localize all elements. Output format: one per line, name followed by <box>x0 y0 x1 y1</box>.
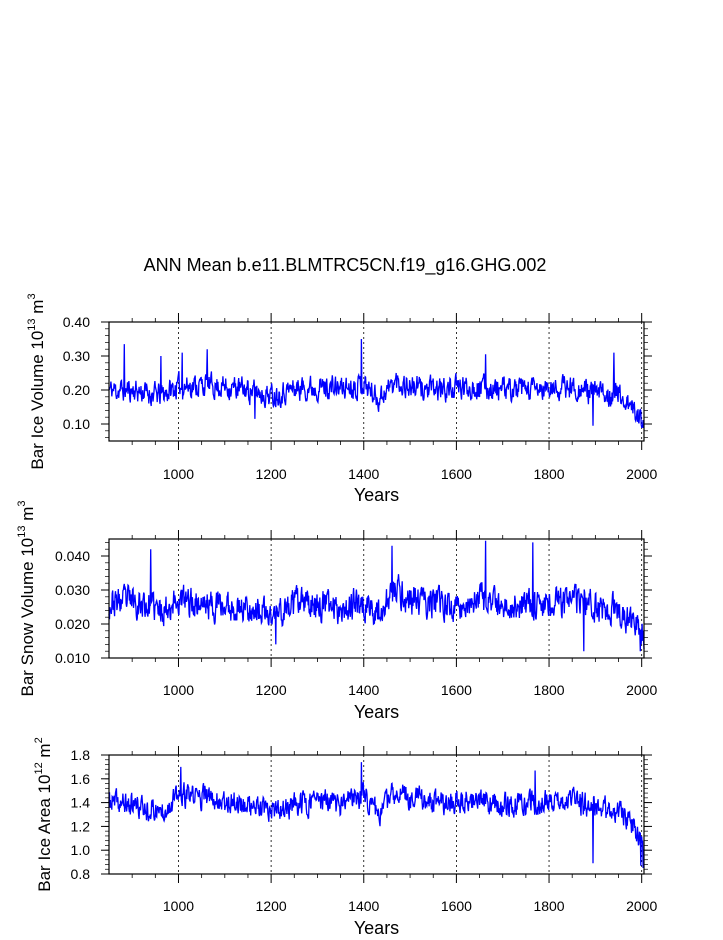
x-tick-labels: 1000 1200 1400 1600 1800 2000 <box>163 466 658 482</box>
x-tick-labels: 1000 1200 1400 1600 1800 2000 <box>163 682 658 698</box>
figure-title: ANN Mean b.e11.BLMTRC5CN.f19_g16.GHG.002 <box>144 255 547 276</box>
y-tick-label: 1.6 <box>71 771 91 787</box>
y-tick-labels: 0.10 0.20 0.30 0.40 <box>63 314 90 432</box>
x-tick-label: 1200 <box>256 466 287 482</box>
y-axis-label-unit: m <box>28 300 47 314</box>
y-tick-label: 0.40 <box>63 314 90 330</box>
x-tick-label: 1200 <box>256 898 287 914</box>
x-tick-label: 1200 <box>256 682 287 698</box>
x-tick-label: 1000 <box>163 466 194 482</box>
x-tick-labels: 1000 1200 1400 1600 1800 2000 <box>163 898 658 914</box>
y-tick-label: 1.4 <box>71 795 91 811</box>
plot-frame <box>108 321 645 442</box>
y-tick-label: 0.030 <box>55 582 90 598</box>
x-tick-label: 2000 <box>626 682 657 698</box>
panel-ice-volume: 1000 1200 1400 1600 1800 2000 0.10 0.20 0.30 0.4… <box>26 293 657 505</box>
series-line-ice-volume <box>108 338 645 429</box>
x-tick-label: 1600 <box>441 466 472 482</box>
y-axis-label-unit-exp: 3 <box>16 500 28 506</box>
series-line-snow-volume <box>108 540 645 652</box>
x-tick-label: 1000 <box>163 898 194 914</box>
y-tick-label: 1.2 <box>71 818 91 834</box>
y-axis-label-text: Bar Snow Volume 10 <box>18 538 37 697</box>
series-line-ice-area <box>108 762 645 869</box>
y-axis-label-unit-exp: 3 <box>26 293 38 299</box>
axis-ticks <box>101 313 652 450</box>
plot-frame <box>108 538 645 659</box>
axis-ticks <box>101 530 652 667</box>
axis-ticks <box>101 746 652 883</box>
x-tick-label: 1400 <box>348 466 379 482</box>
y-axis-label-exp: 13 <box>26 318 38 330</box>
plot-frame <box>108 754 645 875</box>
y-tick-label: 1.0 <box>71 842 91 858</box>
y-axis-label-exp: 12 <box>33 762 45 774</box>
x-tick-label: 1000 <box>163 682 194 698</box>
x-tick-label: 1800 <box>533 898 564 914</box>
y-tick-labels: 0.010 0.020 0.030 0.040 <box>55 548 90 666</box>
y-axis-label: Bar Ice Volume 1013 m3 <box>26 293 47 469</box>
y-tick-label: 0.10 <box>63 416 90 432</box>
y-tick-label: 1.8 <box>71 747 91 763</box>
y-tick-label: 0.020 <box>55 616 90 632</box>
x-axis-label: Years <box>354 485 399 505</box>
panel-ice-area: 1000 1200 1400 1600 1800 2000 0.8 1.0 1.2 1.4 1.6… <box>33 737 658 938</box>
y-tick-labels: 0.8 1.0 1.2 1.4 1.6 1.8 <box>71 747 91 882</box>
x-axis-label: Years <box>354 918 399 935</box>
x-tick-label: 1600 <box>441 682 472 698</box>
x-tick-label: 2000 <box>626 466 657 482</box>
x-tick-label: 2000 <box>626 898 657 914</box>
x-tick-label: 1800 <box>533 466 564 482</box>
panel-snow-volume: 1000 1200 1400 1600 1800 2000 0.010 0.020 0.030… <box>16 500 657 722</box>
y-axis-label: Bar Ice Area 1012 m2 <box>33 737 54 891</box>
y-axis-label-exp: 13 <box>16 526 28 538</box>
y-tick-label: 0.010 <box>55 650 90 666</box>
y-axis-label-unit: m <box>35 743 54 757</box>
y-axis-label-unit-exp: 2 <box>33 737 45 743</box>
y-tick-label: 0.20 <box>63 382 90 398</box>
y-tick-label: 0.30 <box>63 348 90 364</box>
y-axis-label-text: Bar Ice Volume 10 <box>28 331 47 470</box>
y-axis-label-unit: m <box>18 507 37 521</box>
x-tick-label: 1400 <box>348 898 379 914</box>
x-axis-label: Years <box>354 702 399 722</box>
x-tick-label: 1800 <box>533 682 564 698</box>
x-tick-label: 1400 <box>348 682 379 698</box>
y-tick-label: 0.040 <box>55 548 90 564</box>
y-axis-label-text: Bar Ice Area 10 <box>35 775 54 892</box>
x-gridlines <box>178 755 643 874</box>
x-tick-label: 1600 <box>441 898 472 914</box>
y-axis-label: Bar Snow Volume 1013 m3 <box>16 500 37 696</box>
y-tick-label: 0.8 <box>71 866 91 882</box>
